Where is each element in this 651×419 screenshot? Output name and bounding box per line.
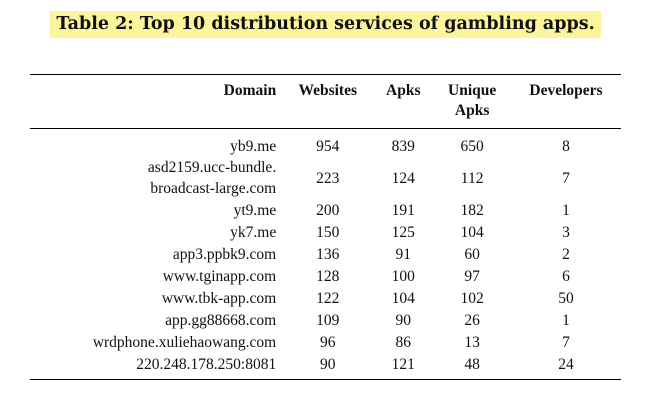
header-developers: Developers [529, 82, 603, 99]
cell-websites: 954 [316, 137, 340, 155]
caption-container: Table 2: Top 10 distribution services of… [0, 11, 651, 38]
cell-domain: wrdphone.xuliehaowang.com [92, 333, 277, 351]
cell-websites: 90 [319, 355, 336, 373]
table-row: wrdphone.xuliehaowang.com 96 86 13 7 [30, 331, 621, 353]
cell-developers: 3 [562, 223, 570, 241]
cell-developers: 50 [558, 289, 574, 307]
table-row: 220.248.178.250:8081 90 121 48 24 [30, 353, 621, 380]
cell-apks: 839 [391, 137, 415, 155]
cell-unique-apks: 112 [460, 169, 484, 187]
table-row: www.tbk-app.com 122 104 102 50 [30, 287, 621, 309]
cell-websites: 122 [316, 289, 340, 307]
cell-domain: yk7.me [230, 223, 277, 241]
header-websites: Websites [298, 82, 358, 99]
cell-websites: 223 [316, 169, 340, 187]
cell-unique-apks: 26 [464, 311, 480, 329]
cell-domain-line1: asd2159.ucc-bundle. [147, 159, 277, 176]
table-row: yt9.me 200 191 182 1 [30, 199, 621, 221]
table-row: app3.ppbk9.com 136 91 60 2 [30, 243, 621, 265]
cell-domain: app3.ppbk9.com [172, 245, 277, 263]
cell-domain: asd2159.ucc-bundle. broadcast-large.com [30, 157, 282, 199]
cell-domain: yt9.me [233, 201, 277, 219]
cell-developers: 6 [562, 267, 570, 285]
cell-unique-apks: 13 [464, 333, 480, 351]
header-apks: Apks [386, 82, 421, 99]
table-row: yk7.me 150 125 104 3 [30, 221, 621, 243]
cell-unique-apks: 650 [460, 137, 484, 155]
cell-apks: 104 [391, 289, 415, 307]
header-unique-apks-line1: Unique [448, 82, 497, 99]
cell-apks: 124 [391, 169, 415, 187]
cell-domain-line2: broadcast-large.com [150, 180, 277, 197]
cell-apks: 86 [395, 333, 412, 351]
cell-unique-apks: 182 [460, 201, 484, 219]
table-row: yb9.me 954 839 650 8 [30, 129, 621, 158]
cell-unique-apks: 104 [460, 223, 484, 241]
cell-domain: yb9.me [230, 137, 277, 155]
cell-websites: 128 [316, 267, 340, 285]
cell-apks: 90 [395, 311, 412, 329]
header-unique-apks: Unique Apks [433, 75, 511, 129]
header-row: Domain Websites Apks Unique Apks Develop… [30, 74, 621, 129]
cell-websites: 136 [316, 245, 340, 263]
cell-developers: 1 [562, 311, 570, 329]
cell-unique-apks: 102 [460, 289, 484, 307]
cell-websites: 150 [316, 223, 340, 241]
table-caption: Table 2: Top 10 distribution services of… [50, 11, 601, 38]
header-domain: Domain [223, 82, 277, 99]
cell-websites: 96 [319, 333, 336, 351]
table-row: www.tginapp.com 128 100 97 6 [30, 265, 621, 287]
cell-domain: www.tbk-app.com [161, 289, 277, 307]
table-body: yb9.me 954 839 650 8 asd2159.ucc-bundle.… [30, 129, 621, 380]
cell-unique-apks: 48 [464, 355, 480, 373]
cell-developers: 8 [562, 137, 570, 155]
cell-apks: 91 [395, 245, 412, 263]
table-row: app.gg88668.com 109 90 26 1 [30, 309, 621, 331]
cell-websites: 109 [316, 311, 340, 329]
cell-domain: 220.248.178.250:8081 [136, 355, 277, 373]
header-unique-apks-line2: Apks [454, 102, 490, 119]
cell-domain: app.gg88668.com [165, 311, 277, 329]
cell-developers: 24 [558, 355, 574, 373]
cell-unique-apks: 97 [464, 267, 480, 285]
cell-apks: 191 [391, 201, 415, 219]
table-row: asd2159.ucc-bundle. broadcast-large.com … [30, 157, 621, 199]
cell-apks: 121 [391, 355, 415, 373]
table-header: Domain Websites Apks Unique Apks Develop… [30, 74, 621, 129]
cell-unique-apks: 60 [464, 245, 480, 263]
cell-developers: 2 [562, 245, 570, 263]
cell-apks: 125 [391, 223, 415, 241]
cell-developers: 7 [562, 333, 570, 351]
distribution-services-table: Domain Websites Apks Unique Apks Develop… [30, 74, 621, 380]
cell-websites: 200 [316, 201, 340, 219]
cell-developers: 1 [562, 201, 570, 219]
cell-apks: 100 [391, 267, 415, 285]
cell-domain: www.tginapp.com [162, 267, 277, 285]
cell-developers: 7 [562, 169, 570, 187]
